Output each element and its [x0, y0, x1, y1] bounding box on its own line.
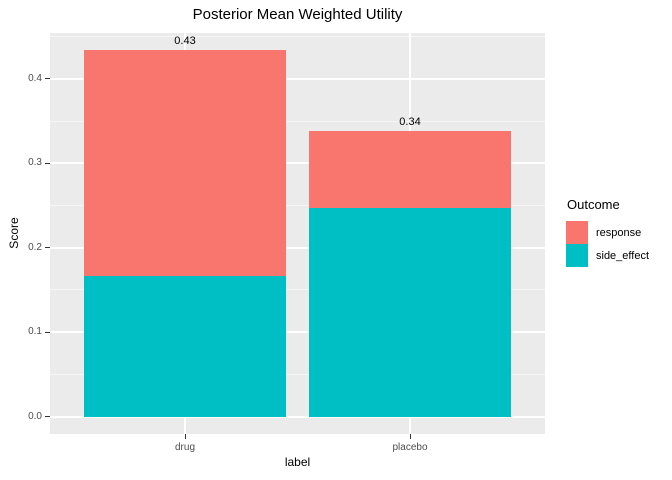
gridline-major-y — [50, 77, 545, 80]
x-tick — [409, 434, 411, 439]
x-tick — [184, 434, 186, 439]
legend-swatch-response — [566, 221, 588, 244]
y-tick — [45, 247, 50, 249]
legend-item-response: response — [566, 221, 649, 244]
legend: Outcome response side_effect — [566, 197, 649, 267]
y-tick-label: 0.4 — [28, 72, 42, 84]
plot-title: Posterior Mean Weighted Utility — [192, 6, 403, 23]
y-axis-title: Score — [7, 217, 21, 249]
legend-title: Outcome — [567, 197, 620, 212]
bar-total-label: 0.34 — [399, 116, 421, 129]
gridline-minor-y — [50, 205, 545, 207]
y-tick — [45, 331, 50, 333]
bar-total-label: 0.43 — [174, 35, 196, 48]
legend-items: response side_effect — [566, 221, 649, 267]
gridline-major-y — [50, 331, 545, 334]
y-tick — [45, 416, 50, 418]
bar-segment-response-placebo — [308, 131, 512, 209]
legend-swatch-side_effect — [566, 244, 588, 267]
y-tick-label: 0.0 — [28, 410, 42, 422]
gridline-minor-y — [50, 36, 545, 38]
x-axis-title: label — [284, 455, 311, 469]
y-tick — [45, 162, 50, 164]
gridline-major-y — [50, 162, 545, 165]
gridline-major-y — [50, 415, 545, 418]
y-tick-label: 0.2 — [28, 241, 42, 253]
gridline-major-y — [50, 246, 545, 249]
x-tick-label: drug — [174, 442, 195, 453]
gridline-minor-y — [50, 373, 545, 375]
bar-segment-side_effect-placebo — [308, 208, 512, 417]
x-tick-label: placebo — [392, 442, 428, 453]
bar-segment-side_effect-drug — [83, 275, 287, 417]
legend-item-label: side_effect — [596, 249, 650, 262]
y-tick — [45, 78, 50, 80]
plot-panel: 0.43 0.34 — [50, 33, 545, 434]
legend-item-label: response — [596, 226, 642, 239]
y-tick-label: 0.3 — [28, 157, 42, 169]
y-tick-label: 0.1 — [28, 326, 42, 338]
bar-segment-response-drug — [83, 50, 287, 276]
gridline-minor-y — [50, 120, 545, 122]
gridline-minor-y — [50, 289, 545, 291]
legend-item-side_effect: side_effect — [566, 244, 649, 267]
